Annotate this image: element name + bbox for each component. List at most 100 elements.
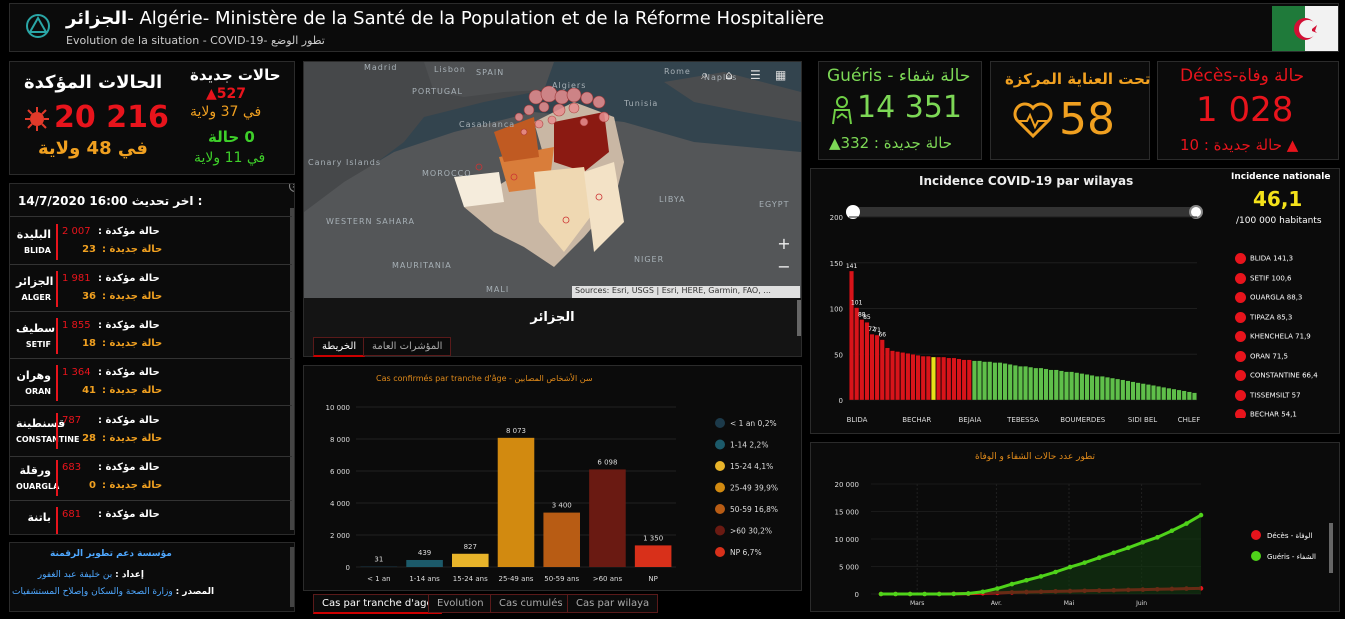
series-point[interactable] <box>1096 555 1102 560</box>
slider-handle-right[interactable] <box>1189 205 1203 219</box>
incidence-legend-item[interactable]: ORAN 71,5 <box>1235 350 1288 362</box>
incidence-bar[interactable] <box>1058 370 1064 401</box>
incidence-bar[interactable] <box>956 358 962 401</box>
incidence-bar[interactable] <box>905 353 911 401</box>
incidence-bar[interactable] <box>1069 371 1075 401</box>
tab-by-wilaya[interactable]: Cas par wilaya <box>567 594 659 613</box>
age-bar[interactable] <box>497 437 535 567</box>
wilaya-card[interactable]: البليدة BLIDA 2 007 حالة مؤكدة :23 حالة جديد… <box>10 220 292 265</box>
incidence-bar[interactable] <box>1079 373 1085 401</box>
incidence-bar[interactable] <box>910 354 916 401</box>
wilaya-card[interactable]: ورقلة OUARGLA 683 حالة مؤكدة :0 حالة جديدة : <box>10 456 292 501</box>
incidence-bar[interactable] <box>854 307 860 401</box>
incidence-bar[interactable] <box>1110 377 1115 401</box>
series-point[interactable] <box>878 591 884 597</box>
incidence-bar[interactable] <box>1053 369 1059 401</box>
map-search-icon[interactable]: ⌕ <box>701 68 709 83</box>
incidence-legend-item[interactable]: BLIDA 141,3 <box>1235 253 1293 264</box>
incidence-bar[interactable] <box>982 361 988 401</box>
evo-legend-label[interactable]: Guéris - الشفاء <box>1267 553 1316 561</box>
incidence-bar[interactable] <box>1089 375 1095 401</box>
incidence-bar[interactable] <box>1074 372 1080 401</box>
series-point[interactable] <box>922 591 927 597</box>
tab-general-indicators[interactable]: المؤشرات العامة <box>363 337 452 356</box>
incidence-bar[interactable] <box>997 362 1003 401</box>
incidence-legend-item[interactable]: TIPAZA 85,3 <box>1235 311 1292 323</box>
incidence-bar[interactable] <box>941 356 947 401</box>
incidence-bar[interactable] <box>895 351 901 401</box>
incidence-bar[interactable] <box>1145 384 1151 401</box>
incidence-bar[interactable] <box>1120 379 1126 401</box>
incidence-bar[interactable] <box>874 334 880 401</box>
incidence-legend-item[interactable]: SETIF 100,6 <box>1235 272 1292 284</box>
incidence-bar[interactable] <box>1018 365 1023 401</box>
series-point[interactable] <box>907 591 913 597</box>
incidence-legend-item[interactable]: BECHAR 54,1 <box>1235 409 1297 418</box>
incidence-range-slider[interactable] <box>851 207 1197 217</box>
map-home-icon[interactable]: ⌂ <box>725 68 733 82</box>
series-point[interactable] <box>1198 512 1204 518</box>
series-point[interactable] <box>1155 535 1160 540</box>
incidence-bar[interactable] <box>890 350 895 401</box>
series-point[interactable] <box>1038 574 1044 579</box>
series-point[interactable] <box>1125 545 1131 551</box>
incidence-bar[interactable] <box>1094 376 1100 401</box>
incidence-legend-item[interactable]: OUARGLA 88,3 <box>1235 292 1302 303</box>
incidence-bar[interactable] <box>1135 382 1141 401</box>
age-legend-label[interactable]: >60 30,2% <box>730 527 772 536</box>
map-layers-icon[interactable]: ☰ <box>750 68 761 82</box>
incidence-bar[interactable] <box>966 359 972 401</box>
incidence-bar[interactable] <box>1130 381 1136 401</box>
incidence-bar[interactable] <box>992 362 998 401</box>
incidence-bar[interactable] <box>936 356 941 401</box>
map-view[interactable]: SPAIN PORTUGAL Lisbon Madrid Casablanca … <box>304 62 801 298</box>
incidence-bar[interactable] <box>1140 383 1146 401</box>
incidence-bar[interactable] <box>946 357 952 401</box>
series-point[interactable] <box>1067 564 1073 570</box>
wilaya-card[interactable]: سطيف SETIF 1 855 حالة مؤكدة :18 حالة جديدة : <box>10 314 292 359</box>
series-point[interactable] <box>1111 550 1117 556</box>
incidence-bar[interactable] <box>1161 387 1167 401</box>
age-legend-label[interactable]: 15-24 4,1% <box>730 462 773 471</box>
incidence-bar[interactable] <box>864 322 870 401</box>
incidence-bar[interactable] <box>1166 387 1172 401</box>
series-point[interactable] <box>995 586 1000 591</box>
close-icon[interactable]: × <box>289 184 294 192</box>
incidence-bar[interactable] <box>915 355 921 401</box>
incidence-bar[interactable] <box>1171 388 1177 401</box>
incidence-bar[interactable] <box>951 357 957 401</box>
series-point[interactable] <box>980 589 986 595</box>
series-point[interactable] <box>1009 581 1015 587</box>
age-bar[interactable] <box>452 553 489 567</box>
tab-evolution[interactable]: Evolution <box>428 594 493 613</box>
age-legend-label[interactable]: NP 6,7% <box>730 548 762 557</box>
incidence-bar[interactable] <box>925 355 931 401</box>
incidence-bar[interactable] <box>1023 365 1028 401</box>
incidence-bar[interactable] <box>920 355 926 401</box>
incidence-bar[interactable] <box>900 352 906 401</box>
incidence-bar[interactable] <box>1192 392 1197 401</box>
incidence-bar[interactable] <box>879 339 885 401</box>
wilaya-card[interactable]: وهران ORAN 1 364 حالة مؤكدة :41 حالة جديدة : <box>10 361 292 406</box>
incidence-bar[interactable] <box>1151 385 1156 401</box>
incidence-bar[interactable] <box>1043 368 1049 401</box>
incidence-bar[interactable] <box>859 319 865 401</box>
incidence-bar[interactable] <box>884 347 890 401</box>
incidence-bar[interactable] <box>1038 367 1044 401</box>
tab-cumulative[interactable]: Cas cumulés <box>490 594 572 613</box>
incidence-bar[interactable] <box>1099 376 1105 401</box>
incidence-bar[interactable] <box>1007 364 1013 401</box>
incidence-bar[interactable] <box>1105 376 1110 401</box>
incidence-bar[interactable] <box>977 360 982 401</box>
incidence-bar[interactable] <box>961 359 967 401</box>
tab-map[interactable]: الخريطة <box>313 337 366 357</box>
series-point[interactable] <box>1184 521 1189 526</box>
series-point[interactable] <box>936 591 942 597</box>
evo-legend-label[interactable]: Décès - الوفاة <box>1267 532 1312 540</box>
age-legend-label[interactable]: 25-49 39,9% <box>730 484 778 493</box>
incidence-bar[interactable] <box>1186 391 1192 401</box>
incidence-bar[interactable] <box>1064 371 1069 401</box>
incidence-bar[interactable] <box>1033 367 1039 401</box>
slider-handle-left[interactable] <box>846 205 860 219</box>
zoom-in-button[interactable]: + <box>777 234 791 253</box>
